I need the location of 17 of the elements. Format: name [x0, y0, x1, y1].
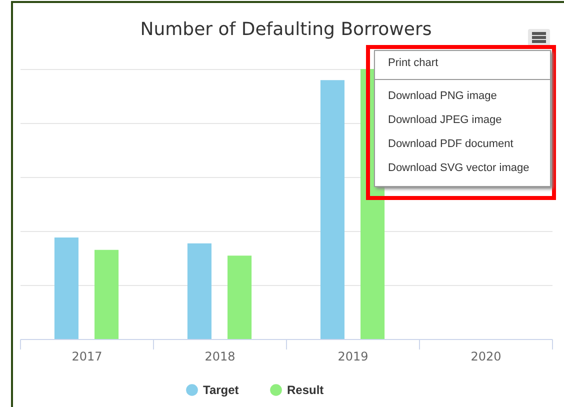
x-tick-label: 2019 — [338, 350, 368, 364]
bar — [228, 256, 252, 339]
legend-label: Target — [203, 383, 239, 397]
annotation: Download JPEG image — [387, 113, 503, 128]
x-tick-label: 2020 — [470, 350, 502, 364]
annotation: Download SVG vector image — [387, 161, 530, 176]
x-tick-label: 2017 — [72, 350, 102, 364]
bar — [320, 80, 344, 339]
x-tick-label: 2018 — [204, 350, 236, 364]
chart-title: Number of Defaulting Borrowers — [140, 19, 432, 40]
annotation: Download PNG image — [387, 89, 498, 104]
bar — [54, 237, 78, 339]
annotation: Download PDF document — [387, 137, 514, 152]
legend-label: Result — [287, 383, 324, 397]
annotation: Print chart — [387, 56, 440, 71]
bar — [187, 243, 212, 339]
bar — [94, 250, 119, 339]
